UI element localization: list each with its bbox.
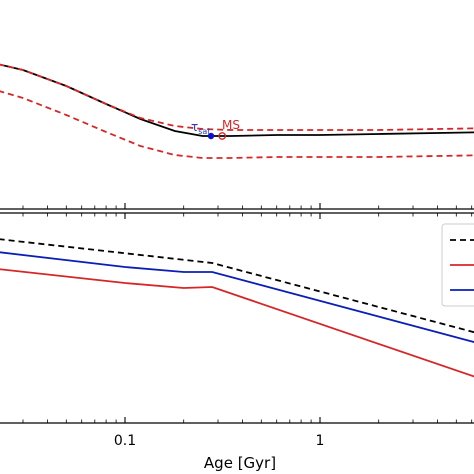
marker-1 <box>218 132 227 140</box>
top-markers <box>207 132 227 140</box>
bottom-series-1 <box>0 251 474 344</box>
top-series-lines <box>0 63 474 159</box>
top-series-1 <box>0 63 474 131</box>
marker-0 <box>207 132 215 140</box>
x-tick-labels: 0.1 1 <box>114 433 325 449</box>
bottom-ticks <box>22 213 473 423</box>
top-minor-ticks <box>22 203 473 209</box>
bottom-series-2 <box>0 268 474 378</box>
x-tick-label-1: 1 <box>316 433 325 449</box>
annotation-tau-symbol: τ <box>191 120 198 134</box>
bottom-series-0 <box>0 238 474 334</box>
top-series-2 <box>0 90 474 159</box>
bottom-panel: 0.1 1 Age [Gyr] <box>0 212 474 472</box>
annotation-ms: MS <box>222 118 240 132</box>
legend <box>441 223 474 307</box>
top-panel: τsat MS <box>0 63 474 210</box>
bottom-series-lines <box>0 238 474 378</box>
annotation-tau-subscript: sat <box>198 127 210 136</box>
annotation-tau-sat: τsat <box>191 120 210 136</box>
x-axis-label: Age [Gyr] <box>204 454 276 472</box>
x-tick-label-0: 0.1 <box>114 433 136 449</box>
